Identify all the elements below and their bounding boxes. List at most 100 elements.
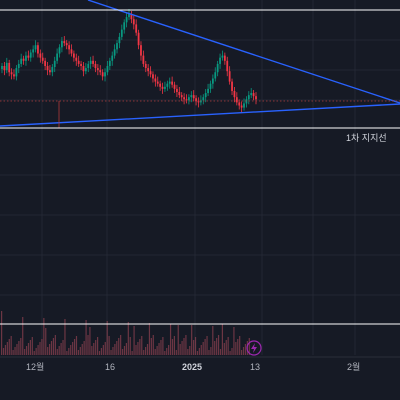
volume-bars bbox=[1, 311, 250, 355]
volume-bar bbox=[231, 348, 233, 355]
volume-bar bbox=[37, 345, 39, 355]
candle-body bbox=[92, 60, 94, 64]
candle-body bbox=[204, 93, 207, 98]
candle-body bbox=[156, 81, 159, 84]
candle-body bbox=[190, 95, 193, 98]
candle-body bbox=[247, 95, 250, 100]
volume-bar bbox=[54, 335, 56, 355]
volume-bar bbox=[194, 337, 197, 355]
candle-body bbox=[17, 63, 20, 69]
volume-bar bbox=[148, 323, 151, 355]
candle-body bbox=[149, 71, 152, 75]
volume-bar bbox=[118, 338, 120, 355]
volume-bar bbox=[166, 348, 168, 355]
candle-body bbox=[77, 60, 80, 64]
volume-bar bbox=[20, 338, 22, 355]
candle-body bbox=[87, 63, 90, 69]
candle-body bbox=[37, 45, 39, 54]
candle-body bbox=[161, 86, 164, 89]
volume-bar bbox=[168, 345, 170, 355]
candle-body bbox=[1, 66, 3, 70]
candle-body bbox=[125, 17, 128, 23]
candle-body bbox=[49, 70, 51, 73]
time-axis-tick-label: 2025 bbox=[182, 362, 202, 372]
volume-bar bbox=[181, 341, 183, 355]
trendline-upper[interactable] bbox=[87, 0, 400, 104]
candle-body bbox=[8, 62, 11, 73]
candle-body bbox=[104, 72, 106, 77]
volume-bar bbox=[150, 338, 152, 355]
candle-body bbox=[144, 63, 147, 69]
candle-body bbox=[27, 55, 30, 58]
volume-bar bbox=[193, 340, 195, 355]
candle-body bbox=[159, 83, 162, 87]
candle-body bbox=[223, 55, 226, 61]
candle-body bbox=[154, 78, 157, 82]
trendlines[interactable] bbox=[0, 0, 400, 128]
volume-bar bbox=[187, 349, 189, 355]
volume-bar bbox=[22, 317, 24, 355]
candle-body bbox=[68, 45, 70, 50]
candle-body bbox=[111, 55, 114, 61]
volume-bar bbox=[171, 339, 174, 355]
volume-bar bbox=[87, 335, 89, 355]
candle-body bbox=[46, 66, 49, 71]
volume-bar bbox=[45, 328, 47, 355]
volume-bar bbox=[237, 339, 239, 355]
volume-bar bbox=[173, 336, 175, 355]
candle-body bbox=[89, 60, 92, 64]
volume-bar bbox=[198, 348, 200, 355]
volume-bar bbox=[143, 350, 145, 355]
volume-bar bbox=[93, 343, 95, 355]
candle-body bbox=[171, 81, 174, 85]
candle-body bbox=[176, 88, 178, 92]
volume-bar bbox=[241, 350, 243, 355]
volume-bar bbox=[2, 348, 5, 355]
lightning-replay-icon[interactable] bbox=[246, 340, 262, 356]
trendline-lower[interactable] bbox=[0, 103, 400, 127]
candle-body bbox=[82, 66, 85, 72]
support-line-annotation: 1차 지지선 bbox=[346, 132, 387, 143]
volume-bar bbox=[75, 336, 78, 355]
candle-body bbox=[61, 41, 63, 48]
volume-bar bbox=[95, 340, 97, 355]
candle-body bbox=[238, 102, 241, 106]
volume-bar bbox=[114, 344, 116, 355]
candle-body bbox=[130, 14, 133, 20]
candle-body bbox=[202, 97, 205, 101]
volume-bar bbox=[31, 337, 33, 355]
candle-body bbox=[250, 93, 253, 96]
volume-bar bbox=[127, 322, 129, 355]
volume-bar bbox=[39, 342, 41, 355]
volume-bar bbox=[62, 340, 64, 355]
volume-bar bbox=[25, 346, 28, 355]
candle-body bbox=[75, 57, 78, 61]
volume-bar bbox=[210, 347, 212, 355]
volume-bar bbox=[189, 346, 191, 355]
time-axis-tick-label: 13 bbox=[250, 362, 260, 372]
volume-bar bbox=[4, 345, 7, 355]
volume-bar bbox=[8, 339, 10, 355]
candle-body bbox=[41, 57, 44, 61]
volume-bar bbox=[202, 342, 204, 355]
candle-body bbox=[255, 96, 257, 100]
candle-body bbox=[53, 60, 56, 68]
pane-separators[interactable] bbox=[0, 9, 400, 358]
volume-bar bbox=[120, 335, 122, 355]
volume-bar bbox=[235, 342, 237, 355]
volume-bar bbox=[56, 349, 58, 355]
volume-bar bbox=[72, 342, 74, 355]
volume-bar bbox=[47, 347, 49, 355]
volume-bar bbox=[139, 339, 141, 355]
volume-bar bbox=[79, 347, 81, 355]
volume-bar bbox=[214, 341, 216, 355]
candle-body bbox=[195, 98, 197, 102]
candle-body bbox=[106, 66, 109, 73]
volume-bar bbox=[64, 319, 66, 355]
candle-body bbox=[188, 97, 190, 101]
candle-body bbox=[168, 81, 171, 84]
candle-body bbox=[252, 93, 255, 97]
candle-body bbox=[70, 49, 73, 54]
